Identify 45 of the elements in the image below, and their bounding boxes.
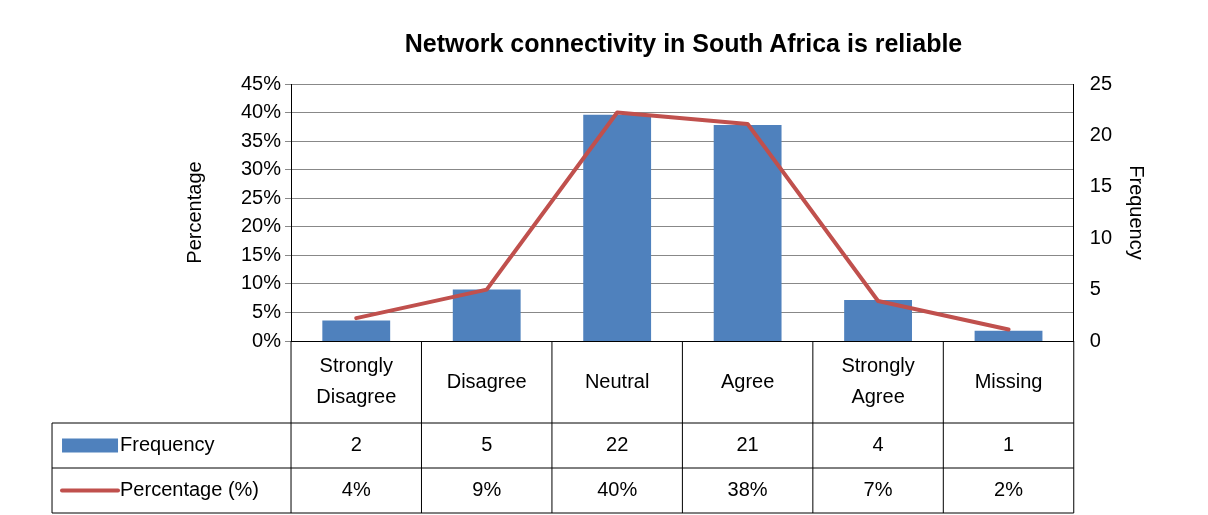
y2-tick-label: 0 — [1089, 328, 1101, 351]
bar — [844, 299, 912, 341]
data-label: 38% — [727, 478, 768, 501]
data-label: 5 — [481, 433, 493, 456]
bar — [322, 320, 391, 341]
data-label: 7% — [863, 478, 893, 501]
bar — [974, 330, 1043, 341]
y-tick-label: 10% — [241, 271, 282, 294]
bar — [452, 289, 521, 341]
y2-tick-label: 5 — [1089, 277, 1101, 300]
data-label: 22 — [606, 433, 629, 456]
data-label: 1 — [1002, 433, 1015, 456]
legend-label: Percentage (%) — [120, 478, 259, 501]
data-label: 40% — [597, 478, 638, 501]
chart-title: Network connectivity in South Africa is reliable — [404, 28, 963, 57]
data-label: 2% — [994, 478, 1024, 501]
y2-tick-label: 15 — [1089, 174, 1112, 197]
legend-label: Frequency — [120, 433, 215, 456]
y-axis-title: Percentage — [182, 161, 205, 264]
y2-tick-label: 10 — [1089, 225, 1112, 248]
data-label: 21 — [736, 433, 759, 456]
y-tick-label: 5% — [252, 299, 282, 322]
y-tick-label: 0% — [252, 328, 282, 351]
data-label: 2 — [350, 433, 362, 456]
y2-axis-title: Frequency — [1126, 165, 1149, 260]
y-tick-label: 20% — [241, 214, 282, 237]
y2-tick-label: 20 — [1089, 122, 1112, 145]
data-label: 9% — [472, 478, 502, 501]
x-tick-label: Strongly Disagree — [316, 354, 397, 408]
data-label: 4 — [872, 433, 884, 456]
y-tick-label: 45% — [241, 71, 282, 94]
x-tick-label: Missing — [974, 369, 1043, 392]
bar — [713, 125, 782, 341]
y2-tick-label: 25 — [1089, 71, 1112, 94]
x-tick-label: Agree — [720, 369, 775, 392]
y-tick-label: 35% — [241, 128, 282, 151]
y-tick-label: 15% — [241, 242, 282, 265]
y-tick-label: 25% — [241, 185, 282, 208]
x-tick-label: Disagree — [446, 369, 527, 392]
x-tick-label: Strongly Agree — [841, 354, 915, 408]
x-tick-label: Neutral — [584, 369, 650, 392]
bar — [583, 114, 652, 341]
y-tick-label: 40% — [241, 100, 282, 123]
data-label: 4% — [341, 478, 371, 501]
y-tick-label: 30% — [241, 157, 282, 180]
